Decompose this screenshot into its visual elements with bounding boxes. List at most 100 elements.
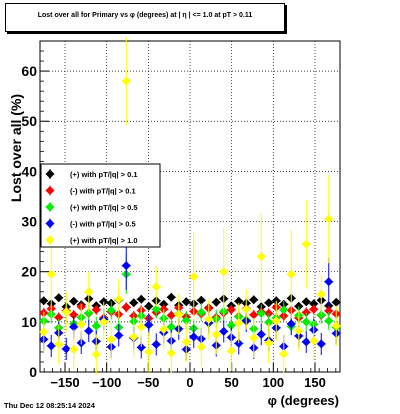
data-point bbox=[226, 346, 236, 356]
data-point bbox=[166, 348, 176, 358]
data-point bbox=[151, 304, 161, 314]
data-point bbox=[301, 239, 311, 249]
data-point bbox=[264, 317, 274, 327]
y-tick-label: 0 bbox=[29, 364, 37, 380]
data-point bbox=[121, 261, 131, 271]
data-point bbox=[196, 307, 206, 317]
legend-label: (+) with pT/|q| > 0.5 bbox=[70, 203, 138, 212]
data-point bbox=[324, 316, 334, 326]
data-point bbox=[54, 293, 64, 303]
x-tick-label: 150 bbox=[304, 375, 326, 390]
data-point bbox=[84, 308, 94, 318]
data-point bbox=[316, 310, 326, 320]
data-point bbox=[114, 294, 124, 304]
x-axis-label: φ (degrees) bbox=[268, 393, 339, 408]
x-tick-label: 0 bbox=[186, 375, 193, 390]
data-point bbox=[39, 327, 49, 337]
data-point bbox=[331, 297, 341, 307]
data-point bbox=[129, 332, 139, 342]
legend-label: (-) with pT/|q| > 0.5 bbox=[70, 220, 136, 229]
data-point bbox=[39, 296, 49, 306]
data-point bbox=[121, 76, 131, 86]
data-point bbox=[264, 338, 274, 348]
data-point bbox=[331, 321, 341, 331]
data-point bbox=[309, 299, 319, 309]
data-point bbox=[316, 339, 326, 349]
data-point bbox=[106, 334, 116, 344]
data-point bbox=[301, 337, 311, 347]
data-point bbox=[256, 252, 266, 262]
data-point bbox=[241, 304, 251, 314]
legend-marker bbox=[45, 186, 55, 195]
data-point bbox=[271, 316, 281, 326]
chart-title-box: Lost over all for Primary vs φ (degrees)… bbox=[5, 3, 285, 32]
data-point bbox=[166, 310, 176, 320]
data-point bbox=[211, 297, 221, 307]
data-point bbox=[144, 301, 154, 311]
data-point bbox=[286, 269, 296, 279]
data-point bbox=[151, 282, 161, 292]
data-point bbox=[69, 322, 79, 332]
data-point bbox=[309, 304, 319, 314]
x-tick-label: −150 bbox=[50, 375, 79, 390]
data-point bbox=[151, 339, 161, 349]
data-point bbox=[61, 307, 71, 317]
data-point bbox=[174, 309, 184, 319]
data-point bbox=[301, 307, 311, 317]
data-point bbox=[264, 298, 274, 308]
data-point bbox=[91, 321, 101, 331]
data-point bbox=[196, 295, 206, 305]
data-point bbox=[301, 317, 311, 327]
data-point bbox=[54, 312, 64, 322]
legend-label: (-) with pT/|q| > 0.1 bbox=[70, 187, 136, 196]
data-point bbox=[279, 305, 289, 315]
data-point bbox=[234, 338, 244, 348]
data-point bbox=[69, 344, 79, 354]
data-point bbox=[226, 320, 236, 330]
data-point bbox=[324, 277, 334, 287]
data-point bbox=[256, 329, 266, 339]
data-point bbox=[129, 298, 139, 308]
data-point bbox=[219, 267, 229, 277]
y-tick-label: 60 bbox=[21, 63, 37, 79]
data-point bbox=[181, 315, 191, 325]
y-tick-label: 50 bbox=[21, 113, 37, 129]
legend-marker bbox=[45, 235, 55, 245]
legend-marker bbox=[45, 202, 55, 212]
data-point bbox=[114, 330, 124, 340]
data-point bbox=[189, 272, 199, 282]
data-point bbox=[69, 296, 79, 306]
data-point bbox=[249, 333, 259, 343]
data-point bbox=[181, 337, 191, 347]
data-point bbox=[61, 344, 71, 354]
data-point bbox=[106, 305, 116, 315]
data-point bbox=[121, 302, 131, 312]
data-point bbox=[46, 269, 56, 279]
data-point bbox=[226, 305, 236, 315]
y-tick-label: 20 bbox=[21, 264, 37, 280]
data-point bbox=[91, 305, 101, 315]
legend-marker bbox=[45, 219, 55, 228]
data-point bbox=[309, 336, 319, 346]
data-point bbox=[234, 318, 244, 328]
data-point bbox=[181, 297, 191, 307]
data-point bbox=[324, 306, 334, 316]
data-point bbox=[144, 347, 154, 357]
data-point bbox=[219, 326, 229, 336]
legend-marker bbox=[45, 169, 55, 179]
x-tick-label: 50 bbox=[224, 375, 238, 390]
tick-labels: −150 −100 −50 0 50 100 150 0 10 20 30 40 50 60 bbox=[21, 63, 325, 390]
y-tick-label: 10 bbox=[21, 314, 37, 330]
data-point bbox=[189, 332, 199, 342]
data-point bbox=[294, 326, 304, 336]
data-point bbox=[249, 295, 259, 305]
data-point bbox=[46, 341, 56, 351]
data-point bbox=[84, 287, 94, 297]
legend: (+) with pT/|q| > 0.1 (-) with pT/|q| > 0… bbox=[40, 163, 161, 248]
data-point bbox=[324, 214, 334, 224]
x-tick-label: 100 bbox=[262, 375, 284, 390]
data-point bbox=[159, 324, 169, 334]
legend-box bbox=[40, 163, 161, 248]
data-point bbox=[136, 322, 146, 332]
